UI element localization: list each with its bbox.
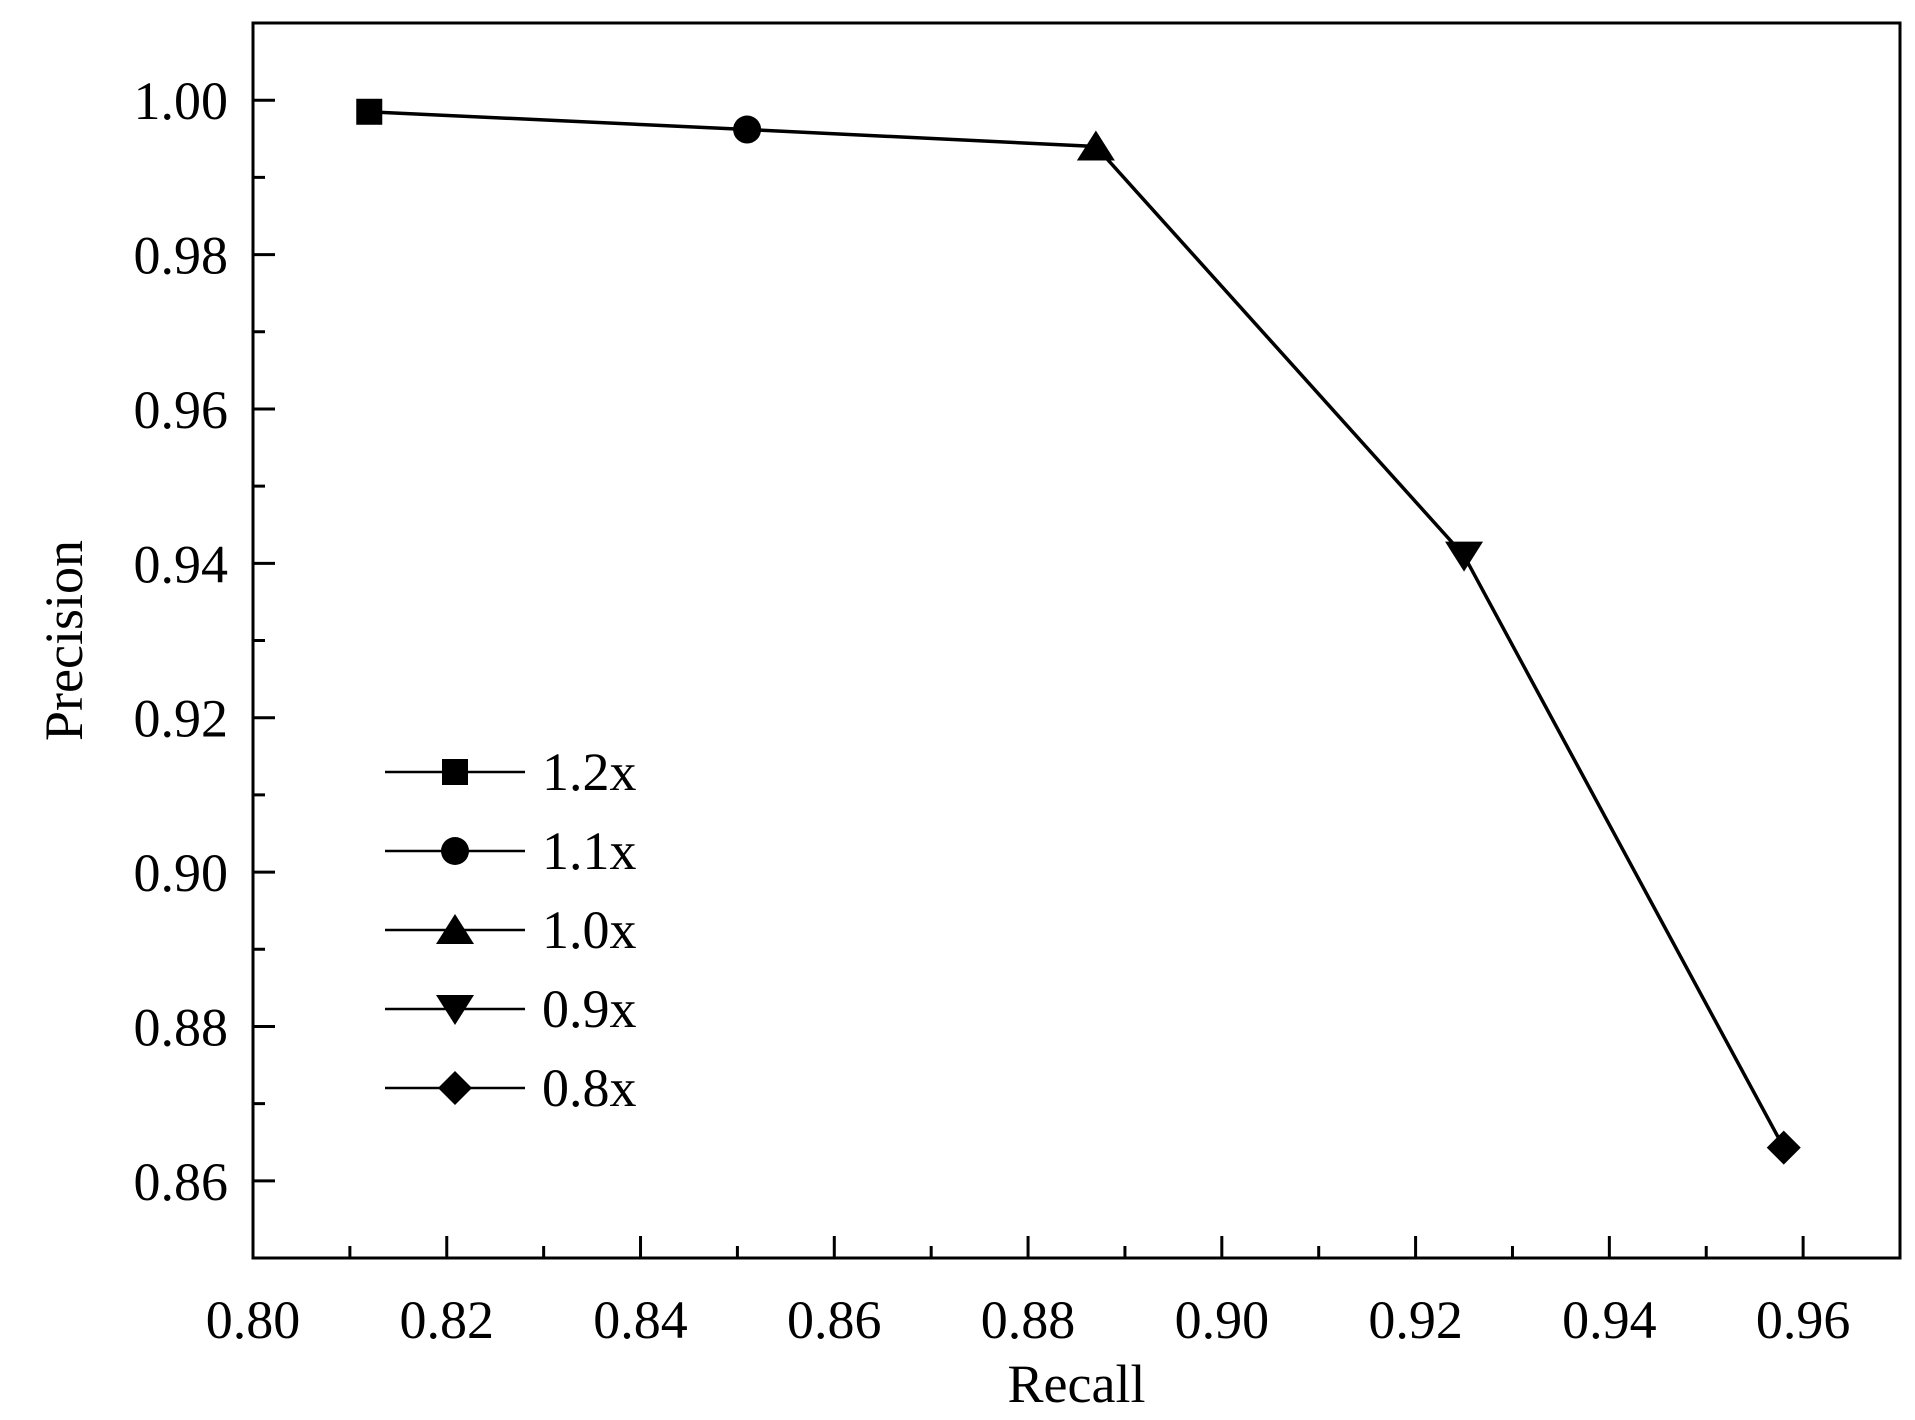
- legend-marker-1.1x: [441, 837, 469, 865]
- y-tick-label: 0.94: [134, 534, 229, 594]
- x-tick-label: 0.90: [1175, 1290, 1270, 1350]
- data-point-1.1x: [733, 115, 762, 144]
- legend-label: 0.9x: [542, 979, 637, 1039]
- y-tick-label: 0.96: [134, 380, 229, 440]
- x-tick-label: 0.92: [1368, 1290, 1463, 1350]
- x-tick-label: 0.80: [206, 1290, 301, 1350]
- y-tick-label: 0.92: [134, 689, 229, 749]
- y-tick-label: 0.98: [134, 226, 229, 286]
- legend-label: 1.2x: [542, 742, 637, 802]
- legend-marker-1.0x: [436, 914, 474, 944]
- data-point-0.9x: [1445, 541, 1484, 572]
- legend-label: 0.8x: [542, 1058, 637, 1118]
- x-tick-label: 0.86: [787, 1290, 882, 1350]
- legend-label: 1.1x: [542, 821, 637, 881]
- data-point-1.2x: [356, 98, 383, 125]
- y-tick-label: 1.00: [134, 71, 229, 131]
- y-tick-label: 0.86: [134, 1152, 229, 1212]
- plot-frame: [251, 21, 1902, 1260]
- x-tick-label: 0.96: [1756, 1290, 1851, 1350]
- x-tick-label: 0.94: [1562, 1290, 1657, 1350]
- legend-marker-0.9x: [436, 995, 474, 1025]
- legend-label: 1.0x: [542, 900, 637, 960]
- legend-marker-1.2x: [442, 759, 468, 785]
- x-axis-title: Recall: [1008, 1354, 1146, 1414]
- x-tick-label: 0.82: [400, 1290, 495, 1350]
- data-point-1.0x: [1076, 130, 1115, 161]
- x-tick-label: 0.88: [981, 1290, 1076, 1350]
- y-axis-title: Precision: [34, 540, 94, 741]
- data-point-0.8x: [1766, 1130, 1801, 1165]
- legend-marker-0.8x: [438, 1071, 472, 1105]
- y-tick-label: 0.88: [134, 997, 229, 1057]
- x-tick-label: 0.84: [593, 1290, 688, 1350]
- y-tick-label: 0.90: [134, 843, 229, 903]
